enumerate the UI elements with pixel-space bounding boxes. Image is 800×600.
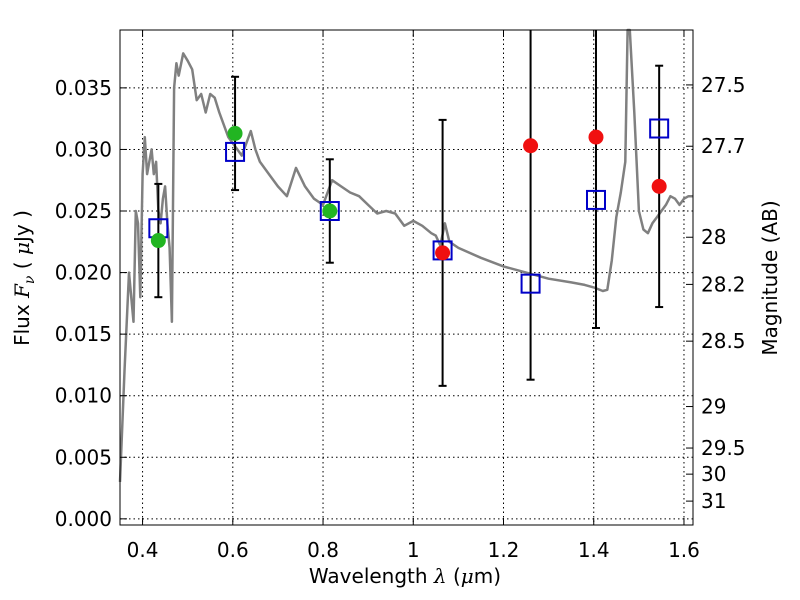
x-tick-label: 0.4 [127, 538, 159, 562]
model-flux-square [585, 189, 606, 210]
mag-tick-label: 27.7 [701, 134, 746, 158]
y2-axis-label: Magnitude (AB) [758, 200, 782, 355]
red-data-point [651, 178, 667, 194]
plot-border [119, 29, 694, 526]
model-flux-square [319, 201, 340, 222]
red-data-point [588, 129, 604, 145]
mag-tick-label: 28 [701, 225, 726, 249]
x-axis-label: Wavelength λ (μm) [309, 564, 501, 588]
x-tick-label: 0.6 [217, 538, 249, 562]
grid-lines [120, 30, 693, 525]
y-tick-label: 0.025 [55, 199, 112, 223]
x-tick-label: 1 [407, 538, 420, 562]
y-axis-label: Flux Fν ( μJy ) [10, 210, 38, 346]
mag-tick-label: 31 [701, 489, 726, 513]
x-tick-label: 1.2 [488, 538, 520, 562]
green-data-point [322, 203, 338, 219]
sed-curve [118, 28, 693, 482]
y-tick-label: 0.000 [55, 507, 112, 531]
x-tick-label: 0.8 [307, 538, 339, 562]
y-tick-label: 0.035 [55, 76, 112, 100]
x-tick-label: 1.6 [668, 538, 700, 562]
model-flux-square [520, 273, 541, 294]
red-data-point [523, 138, 539, 154]
mag-tick-label: 28.2 [701, 272, 746, 296]
mag-tick-label: 29 [701, 395, 726, 419]
mag-tick-label: 28.5 [701, 329, 746, 353]
model-sed-line [118, 28, 693, 482]
plot-frame [119, 29, 694, 526]
mag-tick-label: 30 [701, 462, 726, 486]
model-flux-square [649, 118, 670, 139]
axis-ticks: 0.4 0.6 0.8 1 1.2 1.4 1.6 0.000 0.005 0.010 0.015 0… [55, 30, 746, 562]
y-tick-label: 0.020 [55, 261, 112, 285]
x-tick-label: 1.4 [578, 538, 610, 562]
y-tick-label: 0.010 [55, 384, 112, 408]
red-data-point [435, 245, 451, 261]
y-tick-label: 0.005 [55, 445, 112, 469]
model-flux-square [225, 141, 246, 162]
mag-tick-label: 27.5 [701, 73, 746, 97]
y-tick-label: 0.015 [55, 322, 112, 346]
green-data-point [150, 233, 166, 249]
green-data-point [227, 125, 243, 141]
data-markers [148, 118, 670, 294]
mag-tick-label: 29.5 [701, 436, 746, 460]
y-tick-label: 0.030 [55, 137, 112, 161]
